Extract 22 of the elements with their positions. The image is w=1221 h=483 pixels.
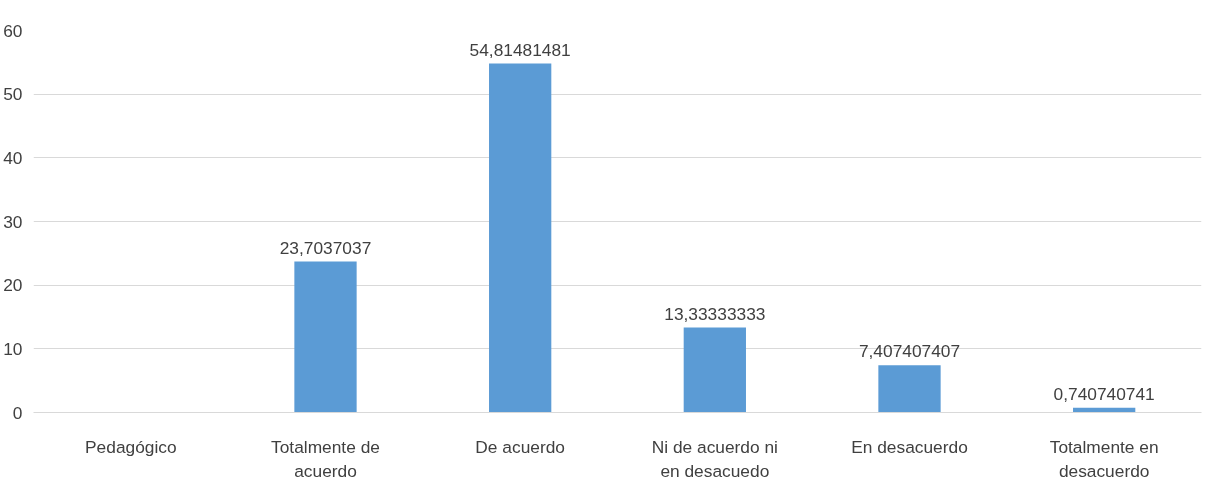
y-tick-label: 0 (12, 402, 23, 423)
x-tick-label: En desacuerdo (851, 436, 968, 457)
x-tick-label: Totalmente en desacuerdo (1049, 436, 1159, 481)
x-tick-label: Pedagógico (85, 436, 177, 457)
y-tick-label: 20 (3, 275, 23, 296)
y-tick-label: 30 (3, 211, 23, 232)
bar (489, 63, 552, 413)
data-label: 7,407407407 (858, 341, 961, 362)
bar (878, 365, 941, 413)
y-tick-label: 10 (3, 338, 23, 359)
data-label: 23,7037037 (279, 237, 372, 258)
y-tick-label: 40 (3, 147, 23, 168)
y-tick-label: 60 (3, 20, 23, 41)
y-tick-label: 50 (3, 84, 23, 105)
x-tick-label: De acuerdo (475, 436, 565, 457)
bar (294, 261, 357, 413)
x-tick-label: Totalmente de acuerdo (271, 436, 380, 481)
bar (683, 327, 746, 413)
data-label: 0,740740741 (1053, 383, 1155, 404)
x-tick-label: Ni de acuerdo ni en desacuedo (651, 436, 778, 481)
data-label: 54,81481481 (469, 39, 571, 60)
data-label: 13,33333333 (664, 303, 766, 324)
